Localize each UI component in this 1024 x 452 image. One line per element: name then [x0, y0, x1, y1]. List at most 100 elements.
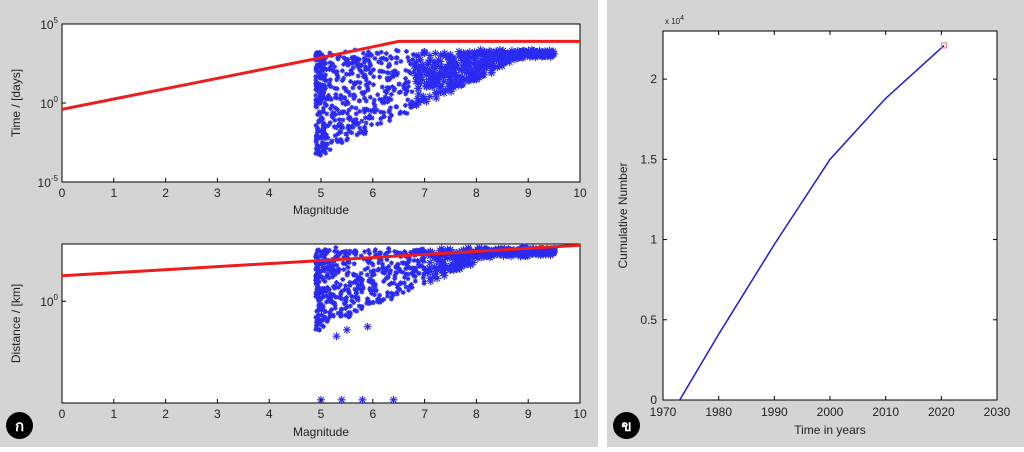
chart1-point [437, 62, 446, 71]
chart1-point [432, 94, 441, 103]
chart1-point [412, 51, 421, 60]
chart1-point [338, 121, 344, 127]
chart2-point [316, 327, 322, 333]
chart2-point [376, 256, 382, 262]
chart2-xtick-label: 5 [318, 407, 325, 421]
chart1-point [371, 107, 377, 113]
chart1-point [357, 108, 363, 114]
chart1-point [486, 57, 495, 66]
chart1-point [337, 53, 343, 59]
chart2-point [405, 276, 411, 282]
chart1-point [354, 79, 360, 85]
chart1-xtick-label: 10 [573, 186, 587, 200]
chart2-point [319, 290, 325, 296]
chart2-point [358, 270, 364, 276]
chart2-point [352, 307, 358, 313]
chart3-xtick-label: 1990 [761, 405, 788, 419]
chart2-point [359, 306, 365, 312]
chart3-ylabel: Cumulative Number [616, 162, 630, 268]
chart1-point [314, 133, 320, 139]
chart1-point [545, 46, 554, 55]
chart2-point [343, 261, 349, 267]
chart1-point [333, 91, 339, 97]
chart1-point [403, 89, 409, 95]
chart2-point [435, 246, 444, 255]
chart1-point [369, 122, 375, 128]
chart1-point [448, 69, 457, 78]
chart1-point [426, 75, 435, 84]
chart2-xtick-label: 7 [421, 407, 428, 421]
chart1-point [377, 74, 383, 80]
chart2-point [403, 271, 409, 277]
chart1-point [320, 145, 326, 151]
chart1-point [466, 58, 475, 67]
chart2-xtick-label: 4 [266, 407, 273, 421]
chart2-point [417, 250, 423, 256]
chart1-point [425, 51, 434, 60]
chart2-point [316, 304, 322, 310]
chart1-point [445, 69, 454, 78]
chart1-point [363, 115, 369, 121]
chart2-point [373, 287, 379, 293]
chart1-point [345, 62, 351, 68]
chart1-point [322, 73, 328, 79]
chart1-point [438, 67, 447, 76]
chart1-point [326, 92, 332, 98]
chart2-point [313, 314, 319, 320]
chart2-point [346, 251, 352, 257]
chart2-point [313, 253, 319, 259]
chart1-point [409, 104, 415, 110]
chart1-point [480, 63, 489, 72]
chart2-point [377, 250, 383, 256]
chart1-point [332, 117, 338, 123]
chart1-point [333, 125, 339, 131]
chart1-point [362, 89, 368, 95]
chart1-point [480, 47, 489, 56]
chart2-point [330, 312, 336, 318]
chart1-point [334, 137, 340, 143]
chart2-point [346, 314, 352, 320]
chart1-point [533, 52, 542, 61]
chart2-point [314, 291, 320, 297]
chart2-point [528, 249, 537, 258]
chart2-point [351, 261, 357, 267]
chart1-point [393, 60, 399, 66]
chart2-point [441, 264, 450, 273]
chart1-point [490, 53, 499, 62]
chart2-point [372, 281, 378, 287]
chart1-point [371, 74, 377, 80]
chart1-point [520, 51, 529, 60]
chart2-point [332, 271, 338, 277]
chart1-point [324, 141, 330, 147]
chart1-point [501, 50, 510, 59]
chart1-point [408, 101, 414, 107]
chart1-point [343, 101, 349, 107]
chart2-point [345, 310, 351, 316]
chart2-point [395, 249, 401, 255]
chart2-point [430, 262, 439, 271]
chart1-xtick-label: 8 [473, 186, 480, 200]
chart2-xtick-label: 0 [59, 407, 66, 421]
chart1-point [442, 67, 451, 76]
chart1-point [405, 54, 411, 60]
chart2-point [412, 273, 418, 279]
chart2-point [320, 303, 326, 309]
chart2-point [408, 249, 414, 255]
chart2-point [335, 266, 341, 272]
chart3-ytick-label: 2 [650, 72, 657, 86]
chart1-point [327, 147, 333, 153]
chart1-point [313, 74, 319, 80]
chart2-point [400, 269, 406, 275]
chart1-point [410, 52, 416, 58]
chart1-point [347, 117, 353, 123]
chart1-point [404, 88, 410, 94]
chart2-point [313, 319, 319, 325]
chart1-point [346, 89, 352, 95]
chart2-point [330, 300, 336, 306]
chart1-point [418, 60, 427, 69]
chart1-point [321, 105, 327, 111]
chart2-point [315, 280, 321, 286]
chart1-point [408, 70, 414, 76]
chart1-point [472, 70, 481, 79]
chart1-point [441, 86, 450, 95]
